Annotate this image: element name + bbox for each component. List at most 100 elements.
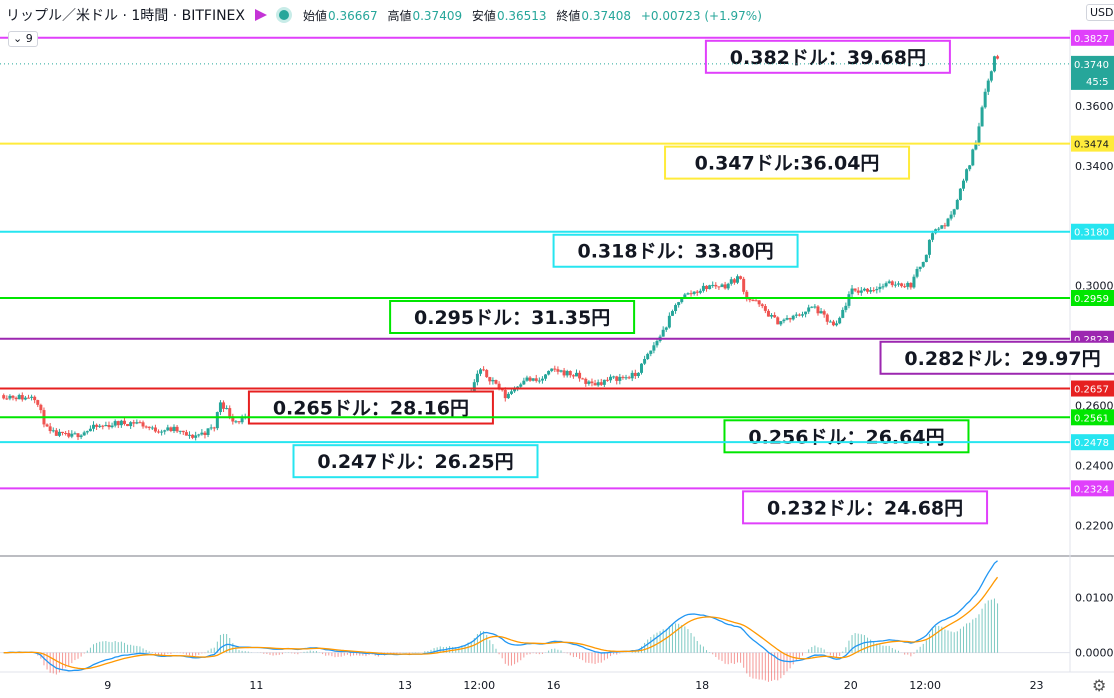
- candle-body: [240, 418, 244, 423]
- level-price-tag-text: 0.3474: [1074, 140, 1109, 151]
- candle-body: [166, 427, 170, 431]
- gear-icon[interactable]: ⚙: [1092, 676, 1107, 695]
- candle-body: [677, 302, 681, 306]
- candle-body: [101, 425, 105, 427]
- candle-body: [856, 290, 860, 293]
- level-annotation-label: 0.247ドル：26.25円: [317, 451, 513, 473]
- candle-body: [708, 285, 712, 290]
- candle-body: [609, 376, 613, 381]
- candle-body: [237, 421, 241, 423]
- level-annotation-label: 0.382ドル：39.68円: [730, 47, 926, 69]
- candle-body: [528, 377, 532, 381]
- candle-body: [122, 420, 126, 425]
- candle-body: [866, 288, 870, 292]
- candle-body: [132, 422, 136, 424]
- candle-body: [163, 430, 167, 432]
- candle-body: [735, 276, 739, 283]
- candle-body: [711, 284, 715, 286]
- candle-body: [45, 424, 49, 427]
- candle-body: [590, 381, 594, 384]
- level-price-tag-text: 0.2823: [1074, 335, 1109, 346]
- candle-body: [57, 431, 61, 436]
- candle-body: [924, 254, 928, 263]
- candle-body: [893, 284, 897, 286]
- candle-body: [197, 434, 201, 436]
- candle-body: [212, 427, 216, 429]
- level-price-tag: [1071, 434, 1114, 451]
- candle-body: [813, 306, 817, 308]
- candle-body: [534, 378, 538, 381]
- candle-body: [209, 427, 213, 429]
- macd-tick-label: 0.0000: [1075, 647, 1114, 660]
- candle-body: [974, 142, 978, 150]
- candle-body: [655, 341, 659, 346]
- candle-body: [135, 422, 139, 424]
- candle-body: [853, 288, 857, 291]
- indicator-badge[interactable]: ⌄ 9: [8, 31, 38, 47]
- candle-body: [636, 372, 640, 377]
- price-tick-label: 0.2200: [1075, 520, 1114, 533]
- candle-body: [664, 327, 668, 330]
- candle-body: [869, 290, 873, 292]
- candle-body: [680, 298, 684, 303]
- candle-body: [927, 239, 931, 255]
- candle-body: [596, 382, 600, 386]
- candle-body: [943, 225, 947, 227]
- candle-body: [17, 395, 21, 400]
- candle-body: [649, 350, 653, 354]
- candle-body: [859, 290, 863, 293]
- candle-body: [686, 293, 690, 295]
- candle-body: [559, 370, 563, 372]
- candle-body: [568, 371, 572, 376]
- level-price-tag: [1071, 29, 1114, 46]
- candle-body: [838, 317, 842, 324]
- candle-body: [887, 281, 891, 284]
- candle-body: [479, 369, 483, 374]
- candle-body: [835, 323, 839, 326]
- candle-body: [82, 432, 86, 436]
- candle-body: [222, 402, 226, 409]
- currency-button[interactable]: USD: [1086, 4, 1114, 21]
- candle-body: [909, 282, 913, 288]
- candle-body: [234, 421, 238, 423]
- candle-body: [562, 370, 566, 376]
- close-value: 0.37408: [581, 8, 632, 23]
- candle-body: [652, 345, 656, 351]
- candle-body: [553, 368, 557, 370]
- candle-body: [745, 291, 749, 300]
- candle-body: [525, 377, 529, 381]
- candle-body: [129, 422, 133, 427]
- time-tick-label: 16: [547, 679, 561, 692]
- flag-icon[interactable]: [254, 9, 267, 21]
- candle-body: [627, 377, 631, 379]
- candle-body: [900, 283, 904, 287]
- candle-body: [153, 427, 157, 432]
- current-price-tag-text: 0.3740: [1074, 60, 1109, 71]
- candle-body: [742, 278, 746, 292]
- candle-body: [144, 426, 148, 428]
- high-label: 高値: [387, 8, 412, 23]
- candle-body: [503, 389, 507, 399]
- level-annotation-box: [552, 233, 799, 268]
- candle-body: [98, 425, 102, 427]
- open-label: 始値: [302, 8, 327, 23]
- candle-body: [519, 384, 523, 387]
- candle-body: [581, 378, 585, 380]
- level-price-tag-text: 0.3827: [1074, 34, 1109, 45]
- price-tick-label: 0.2400: [1075, 460, 1114, 473]
- time-tick-label: 18: [695, 679, 709, 692]
- symbol-title[interactable]: リップル／米ドル · 1時間 · BITFINEX: [6, 8, 245, 24]
- chart-header: リップル／米ドル · 1時間 · BITFINEX 始値0.36667 高値0.…: [0, 0, 1070, 30]
- candle-body: [599, 382, 603, 385]
- candle-body: [231, 416, 235, 422]
- candle-body: [776, 317, 780, 325]
- candle-body: [940, 225, 944, 229]
- level-annotation-box: [879, 340, 1114, 375]
- candle-body: [516, 386, 520, 389]
- candle-body: [878, 286, 882, 290]
- candle-body: [875, 289, 879, 291]
- level-price-tag: [1071, 380, 1114, 397]
- market-status-icon: [278, 10, 289, 20]
- candle-body: [138, 422, 142, 424]
